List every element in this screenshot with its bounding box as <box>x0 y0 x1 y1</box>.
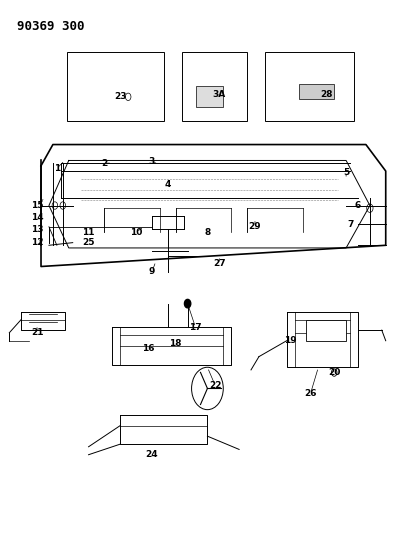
Text: 24: 24 <box>146 450 158 459</box>
Bar <box>298 84 334 100</box>
Text: 14: 14 <box>31 213 43 222</box>
Text: 28: 28 <box>320 90 332 99</box>
Text: 27: 27 <box>213 260 225 268</box>
Text: 3A: 3A <box>213 90 226 99</box>
Text: 16: 16 <box>142 344 154 353</box>
Text: 11: 11 <box>82 228 95 237</box>
Text: 9: 9 <box>149 268 155 276</box>
Text: 17: 17 <box>189 323 202 332</box>
Text: 6: 6 <box>355 201 361 210</box>
Text: 29: 29 <box>249 222 261 231</box>
Text: 2: 2 <box>101 159 108 167</box>
Text: 15: 15 <box>31 201 43 210</box>
Bar <box>306 319 346 341</box>
Text: 23: 23 <box>114 92 126 101</box>
Text: 1: 1 <box>54 164 60 173</box>
Text: 10: 10 <box>130 228 142 237</box>
Text: 19: 19 <box>284 336 297 345</box>
Bar <box>182 52 247 120</box>
Text: 26: 26 <box>304 389 317 398</box>
Text: 8: 8 <box>204 228 211 237</box>
Bar <box>265 52 354 120</box>
Text: 13: 13 <box>31 225 43 234</box>
Text: 20: 20 <box>328 368 340 377</box>
Circle shape <box>184 300 191 308</box>
Bar <box>67 52 164 120</box>
Text: 4: 4 <box>165 180 171 189</box>
Text: 7: 7 <box>347 220 353 229</box>
Text: 12: 12 <box>31 238 43 247</box>
Bar <box>196 86 223 108</box>
Text: 25: 25 <box>82 238 95 247</box>
Text: 18: 18 <box>170 339 182 348</box>
Text: 22: 22 <box>209 381 221 390</box>
Text: 90369 300: 90369 300 <box>17 20 85 33</box>
Text: 21: 21 <box>31 328 43 337</box>
Text: 3: 3 <box>149 157 155 166</box>
Text: 5: 5 <box>343 167 349 176</box>
